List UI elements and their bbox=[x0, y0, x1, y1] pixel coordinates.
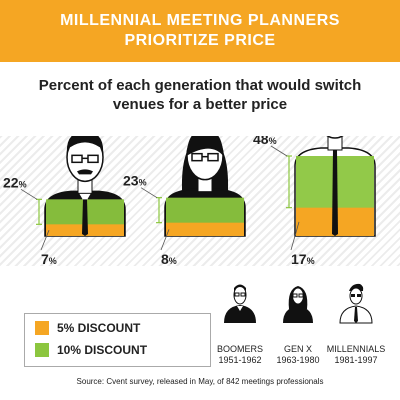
head-shape bbox=[326, 136, 344, 139]
collar-shape bbox=[78, 191, 92, 204]
value-label-5-discount: 7% bbox=[41, 251, 57, 266]
leader-line-10-discount bbox=[270, 145, 288, 157]
hair-shape bbox=[66, 136, 104, 156]
boomer-mini-icon bbox=[224, 284, 256, 323]
generation-chart: 22% 7% 23% 8% 48% 17% bbox=[3, 136, 376, 266]
value-label-10-discount: 48% bbox=[253, 136, 277, 147]
generation-boomers: BOOMERS 1951-1962 bbox=[209, 344, 271, 366]
chart-subtitle: Percent of each generation that would sw… bbox=[0, 76, 400, 114]
generation-name: GEN X bbox=[283, 344, 312, 354]
tie-shape bbox=[332, 150, 338, 236]
genx-mini-icon bbox=[283, 286, 313, 323]
generation-key-figures bbox=[224, 283, 373, 324]
tie-shape bbox=[82, 199, 88, 236]
value-label-5-discount: 8% bbox=[161, 251, 177, 266]
leader-line-5-discount bbox=[40, 230, 50, 251]
neck-shape bbox=[327, 136, 343, 151]
generation-name: MILLENNIALS bbox=[326, 344, 386, 354]
source-note: Source: Cvent survey, released in May, o… bbox=[76, 377, 324, 386]
generation-name: BOOMERS bbox=[216, 344, 263, 354]
subtitle-line-1: Percent of each generation that would sw… bbox=[38, 77, 362, 94]
legend-item-10-discount: 10% DISCOUNT bbox=[35, 343, 147, 357]
legend-swatch-orange bbox=[35, 321, 49, 335]
title-line-1: MILLENNIAL MEETING PLANNERS bbox=[60, 12, 340, 29]
generation-years: 1951-1962 bbox=[218, 355, 262, 365]
bar-5-discount bbox=[166, 222, 244, 236]
legend: 5% DISCOUNT 10% DISCOUNT bbox=[24, 313, 211, 367]
leader-line-10-discount bbox=[20, 188, 38, 200]
generation-genx: GEN X 1963-1980 bbox=[267, 344, 329, 366]
title-line-2: PRIORITIZE PRICE bbox=[124, 32, 276, 49]
mustache-shape bbox=[77, 169, 93, 175]
legend-item-5-discount: 5% DISCOUNT bbox=[35, 321, 140, 335]
value-label-10-discount: 23% bbox=[123, 173, 147, 189]
millennial-mini-icon bbox=[339, 283, 373, 324]
figure-boomers bbox=[20, 136, 126, 251]
figure-millennials bbox=[270, 136, 376, 251]
generation-millennials: MILLENNIALS 1981-1997 bbox=[325, 344, 387, 366]
subtitle-line-2: venues for a better price bbox=[112, 96, 288, 113]
legend-swatch-green bbox=[35, 343, 49, 357]
leader-line-5-discount bbox=[290, 221, 300, 251]
generation-years: 1981-1997 bbox=[334, 355, 378, 365]
title-banner: MILLENNIAL MEETING PLANNERS PRIORITIZE P… bbox=[0, 0, 400, 62]
leader-line-5-discount bbox=[160, 229, 170, 251]
leader-line-10-discount bbox=[140, 187, 158, 199]
generation-years: 1963-1980 bbox=[276, 355, 320, 365]
hair-fringe-shape bbox=[187, 136, 223, 156]
figure-gen-x bbox=[140, 136, 246, 251]
value-label-10-discount: 22% bbox=[3, 174, 27, 190]
legend-label: 10% DISCOUNT bbox=[57, 343, 148, 357]
legend-label: 5% DISCOUNT bbox=[57, 321, 141, 335]
value-label-5-discount: 17% bbox=[291, 251, 315, 266]
